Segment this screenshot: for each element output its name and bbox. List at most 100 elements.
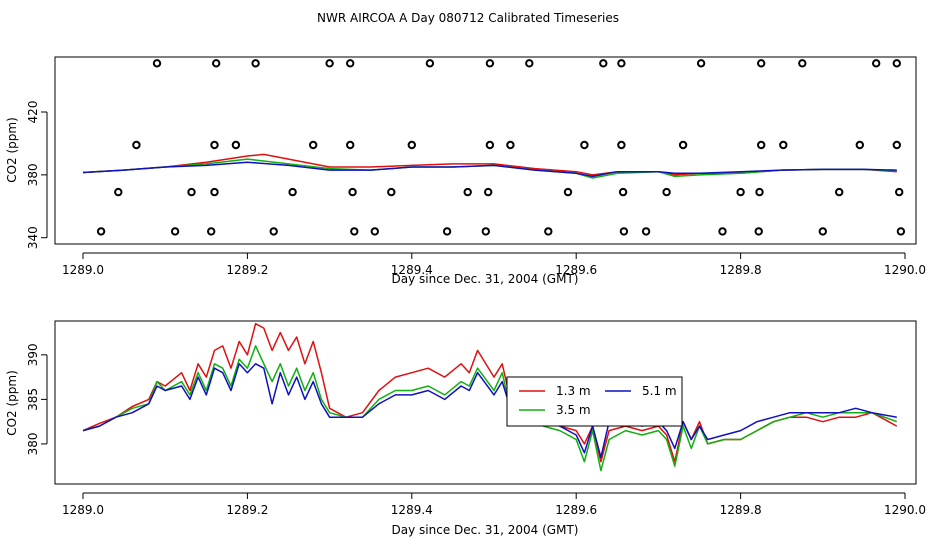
scatter-point: [485, 140, 495, 150]
scatter-point: [617, 140, 626, 150]
scatter-point: [210, 140, 219, 150]
panel-2-plot-frame: [54, 320, 917, 485]
scatter-point: [757, 59, 766, 68]
panel-1-y-label: CO2 (ppm): [5, 117, 19, 183]
panel-2-x-tick-label-5: 1290.0: [884, 503, 926, 517]
panel-1-x-axis: 1289.0 1289.2 1289.4 1289.6 1289.8 1290.0: [62, 252, 926, 277]
scatter-point: [132, 140, 141, 150]
panel-2-y-tick-label-1: 385: [26, 388, 40, 411]
scatter-point: [619, 227, 629, 236]
legend-label-1-3m: 1.3 m: [556, 384, 591, 398]
scatter-point: [678, 140, 688, 150]
panel-1-x-tick-label-3: 1289.6: [555, 263, 597, 277]
panel-1-x-tick-label-5: 1290.0: [884, 263, 926, 277]
scatter-point: [484, 187, 493, 197]
scatter-point: [207, 227, 216, 236]
scatter-point: [481, 227, 490, 236]
scatter-point: [485, 59, 495, 68]
scatter-point: [618, 187, 628, 197]
panel-1-y-tick-label-1: 380: [26, 163, 40, 186]
scatter-point: [896, 227, 906, 236]
scatter-point: [463, 187, 472, 197]
scatter-point: [152, 59, 162, 68]
scatter-point: [696, 59, 706, 68]
panel-2-y-tick-label-0: 380: [26, 432, 40, 455]
panel-1-plot-frame: [54, 56, 917, 245]
scatter-point: [892, 140, 901, 150]
scatter-point: [757, 140, 766, 150]
scatter-point: [407, 140, 416, 150]
scatter-point: [892, 59, 901, 68]
scatter-point: [818, 227, 827, 236]
panel-2-y-tick-label-2: 390: [26, 343, 40, 366]
scatter-point: [798, 59, 807, 68]
panel-2-lines: 1289.0 1289.2 1289.4 1289.6 1289.8 1290.0 380…: [5, 320, 926, 537]
scatter-point: [580, 140, 589, 150]
scatter-point: [544, 227, 553, 236]
scatter-point: [895, 187, 904, 197]
scatter-point: [506, 140, 515, 150]
panel-1-x-label: Day since Dec. 31, 2004 (GMT): [392, 272, 579, 286]
scatter-point: [835, 187, 844, 197]
scatter-point: [96, 227, 106, 236]
panel-1-y-tick-label-0: 340: [26, 226, 40, 249]
scatter-point: [617, 59, 626, 68]
legend-box: [506, 376, 683, 427]
scatter-point: [641, 227, 651, 236]
scatter-point: [425, 59, 435, 68]
scatter-point: [563, 187, 573, 197]
panel-1-scatter: 1289.0 1289.2 1289.4 1289.6 1289.8 1290.0 340…: [5, 56, 926, 286]
panel-2-y-axis: 380 385 390: [26, 343, 48, 455]
scatter-point: [170, 227, 180, 236]
panel-1-y-axis: 340 380 420: [26, 101, 48, 249]
panel-1-points-group: [96, 59, 906, 236]
scatter-point: [348, 187, 357, 197]
scatter-point: [309, 140, 318, 150]
panel-2-x-tick-label-0: 1289.0: [62, 503, 104, 517]
scatter-point: [269, 227, 278, 236]
panel-1-x-tick-label-2: 1289.4: [391, 263, 433, 277]
scatter-point: [212, 59, 221, 68]
scatter-point: [754, 227, 763, 236]
panel-1-series-5-1m: [82, 161, 897, 178]
scatter-point: [350, 227, 359, 236]
panel-2-x-tick-label-2: 1289.4: [391, 503, 433, 517]
panel-2-series-5-1m: [82, 363, 897, 459]
scatter-point: [114, 187, 123, 197]
scatter-point: [210, 187, 219, 197]
scatter-point: [346, 140, 355, 150]
panel-2-series-3-5m: [82, 345, 898, 472]
panel-2-x-label: Day since Dec. 31, 2004 (GMT): [392, 523, 579, 537]
panel-2-x-tick-label-3: 1289.6: [555, 503, 597, 517]
scatter-point: [251, 59, 260, 68]
scatter-point: [525, 59, 534, 68]
scatter-point: [872, 59, 881, 68]
scatter-point: [187, 187, 196, 197]
panel-2-x-axis: 1289.0 1289.2 1289.4 1289.6 1289.8 1290.0: [62, 492, 926, 517]
scatter-point: [370, 227, 379, 236]
panel-1-x-tick-label-0: 1289.0: [62, 263, 104, 277]
scatter-point: [442, 227, 452, 236]
legend-label-5-1m: 5.1 m: [642, 384, 677, 398]
scatter-point: [855, 140, 864, 150]
scatter-point: [736, 187, 745, 197]
scatter-point: [755, 187, 764, 197]
scatter-point: [231, 140, 241, 150]
scatter-point: [599, 59, 608, 68]
scatter-point: [346, 59, 355, 68]
panel-1-x-tick-label-4: 1289.8: [720, 263, 762, 277]
legend: 1.3 m 3.5 m 5.1 m: [506, 376, 683, 427]
panel-2-y-label: CO2 (ppm): [5, 370, 19, 436]
scatter-point: [288, 187, 297, 197]
panel-2-x-tick-label-4: 1289.8: [720, 503, 762, 517]
legend-label-3-5m: 3.5 m: [556, 403, 591, 417]
scatter-point: [325, 59, 334, 68]
panel-1-series-group: [82, 153, 897, 179]
scatter-point: [662, 187, 671, 197]
figure-title: NWR AIRCOA A Day 080712 Calibrated Times…: [317, 11, 619, 25]
scatter-point: [779, 140, 788, 150]
panel-1-x-tick-label-1: 1289.2: [226, 263, 268, 277]
panel-2-series-group: [82, 322, 898, 472]
panel-1-y-tick-label-2: 420: [26, 101, 40, 124]
